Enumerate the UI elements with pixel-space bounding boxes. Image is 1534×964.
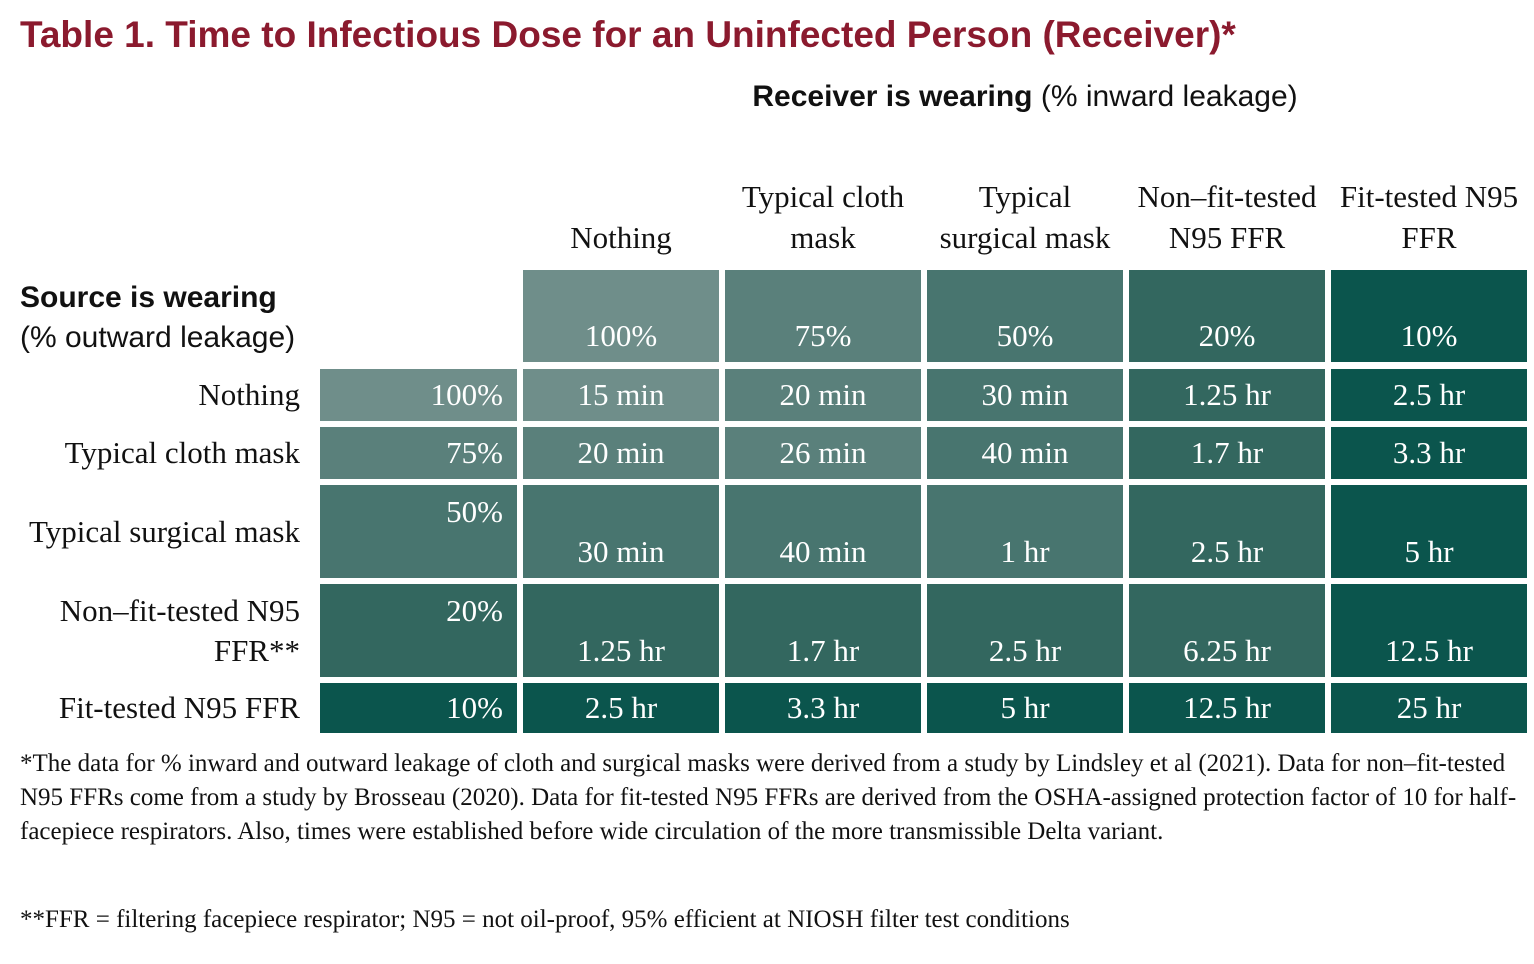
source-header: Source is wearing (% outward leakage) <box>20 278 295 358</box>
table-cell: 1 hr <box>927 485 1123 578</box>
row-pct-cell: 10% <box>320 683 517 733</box>
table-cell: 5 hr <box>927 683 1123 733</box>
column-header-1: Nothing <box>570 220 672 255</box>
column-pct-cell: 75% <box>725 270 921 362</box>
table-cell: 26 min <box>725 427 921 479</box>
column-pct-cell: 100% <box>523 270 719 362</box>
footnote-data-sources: *The data for % inward and outward leaka… <box>20 750 1517 845</box>
table-cell: 6.25 hr <box>1129 584 1325 677</box>
table-cell: 12.5 hr <box>1331 584 1527 677</box>
column-header-3: Typical surgical mask <box>939 179 1111 255</box>
row-label-4: Non–fit-tested N95 FFR** <box>59 592 300 668</box>
footnote-abbreviations: **FFR = filtering facepiece respirator; … <box>20 906 1070 933</box>
table-cell: 2.5 hr <box>1129 485 1325 578</box>
table-cell: 1.7 hr <box>725 584 921 677</box>
table-cell: 5 hr <box>1331 485 1527 578</box>
table-cell: 20 min <box>523 427 719 479</box>
row-label-3: Typical surgical mask <box>28 513 300 549</box>
table-cell: 2.5 hr <box>927 584 1123 677</box>
source-header-rest: (% outward leakage) <box>20 321 296 354</box>
table-cell: 1.25 hr <box>1129 369 1325 421</box>
row-label-2: Typical cloth mask <box>64 435 300 470</box>
column-pct-cell: 10% <box>1331 270 1527 362</box>
row-pct-cell: 75% <box>320 427 517 479</box>
table-cell: 40 min <box>725 485 921 578</box>
table-cell: 20 min <box>725 369 921 421</box>
column-pct-cell: 20% <box>1129 270 1325 362</box>
receiver-header: Receiver is wearing (% inward leakage) <box>520 80 1530 114</box>
receiver-header-rest: (% inward leakage) <box>1032 80 1298 113</box>
receiver-header-bold: Receiver is wearing <box>752 80 1033 113</box>
table-cell: 12.5 hr <box>1129 683 1325 733</box>
table-cell: 2.5 hr <box>1331 369 1527 421</box>
table-title: Table 1. Time to Infectious Dose for an … <box>20 14 1236 55</box>
column-pct-cell: 50% <box>927 270 1123 362</box>
table-cell: 40 min <box>927 427 1123 479</box>
table-cell: 30 min <box>927 369 1123 421</box>
table-cell: 1.7 hr <box>1129 427 1325 479</box>
row-pct-cell: 100% <box>320 369 517 421</box>
source-header-bold: Source is wearing <box>20 281 277 314</box>
column-header-4: Non–fit-tested N95 FFR <box>1137 179 1317 255</box>
column-header-5: Fit-tested N95 FFR <box>1339 179 1519 255</box>
table-cell: 1.25 hr <box>523 584 719 677</box>
row-label-5: Fit-tested N95 FFR <box>58 690 300 725</box>
table-cell: 25 hr <box>1331 683 1527 733</box>
table-cell: 2.5 hr <box>523 683 719 733</box>
table-cell: 3.3 hr <box>725 683 921 733</box>
row-pct-cell: 20% <box>320 584 517 677</box>
column-header-2: Typical cloth mask <box>741 179 905 255</box>
row-label-1: Nothing <box>198 377 300 412</box>
table-cell: 15 min <box>523 369 719 421</box>
row-pct-cell: 50% <box>320 485 517 578</box>
table-cell: 30 min <box>523 485 719 578</box>
table-cell: 3.3 hr <box>1331 427 1527 479</box>
